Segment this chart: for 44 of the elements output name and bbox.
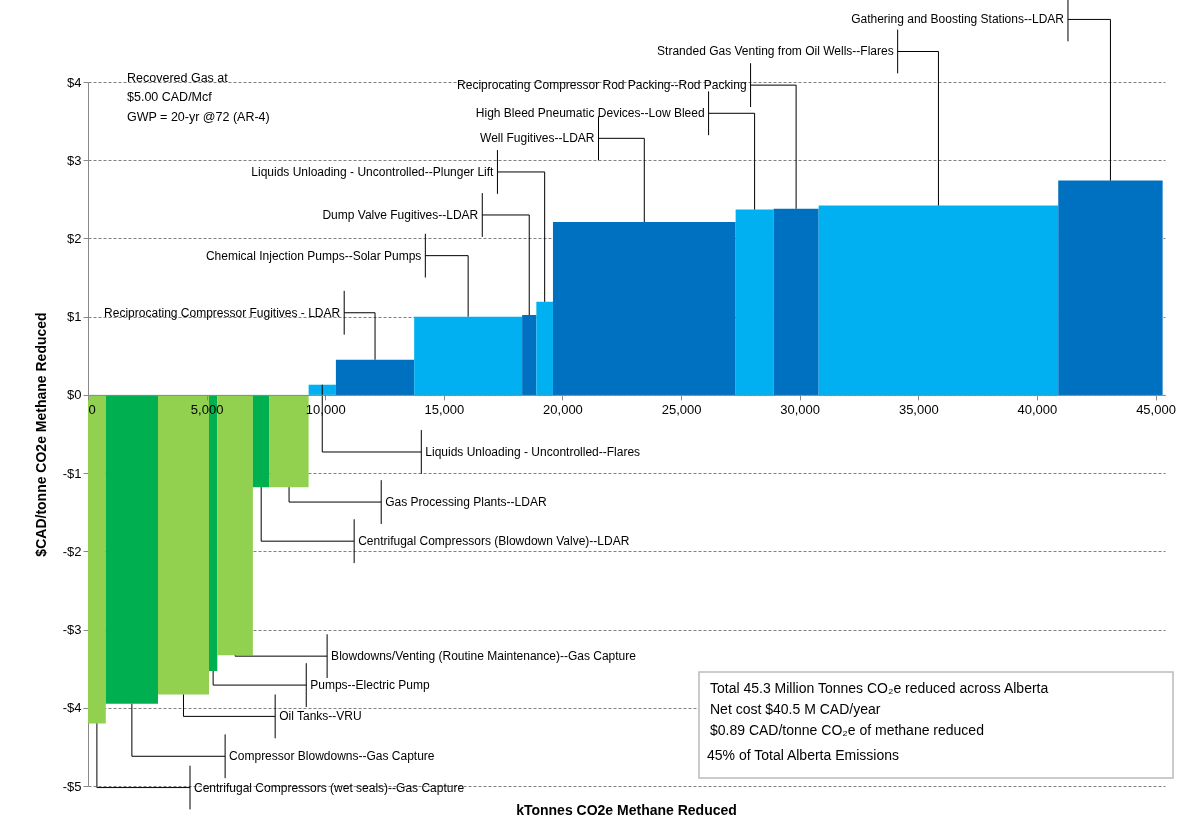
annotation: High Bleed Pneumatic Devices--Low Bleed [475,106,705,121]
y-tick-label: $4 [67,74,82,90]
x-tick-label: 45,000 [1136,402,1176,418]
annotation: Blowdowns/Venting (Routine Maintenance)--Gas Capture [331,649,637,664]
annotation: Oil Tanks--VRU [279,709,362,724]
annotation: Liquids Unloading - Uncontrolled--Plunger Lift [251,164,495,179]
y-tick-label: -$4 [62,700,82,716]
annotation: Chemical Injection Pumps--Solar Pumps [205,248,422,263]
y-tick-label: -$1 [62,465,82,481]
x-tick-label: 0 [88,402,96,418]
y-tick-label: $2 [67,230,82,246]
annotation: Stranded Gas Venting from Oil Wells--Flares [657,44,894,59]
y-tick-label: $0 [67,387,82,403]
x-tick-label: 15,000 [424,402,465,418]
y-tick-label: -$2 [62,543,82,559]
annotation: Recovered Gas at [127,71,229,85]
annotation: Centrifugal Compressors (wet seals)--Gas Capture [194,780,465,795]
y-tick-label: -$3 [62,622,82,638]
annotation: Total 45.3 Million Tonnes CO₂e reduced across Alberta [710,680,1049,696]
y-tick-label: $3 [67,152,82,168]
annotation: Liquids Unloading - Uncontrolled--Flares [425,444,641,459]
x-tick-label: 25,000 [661,402,702,418]
annotation: Gas Processing Plants--LDAR [385,495,547,510]
annotation: $0.89 CAD/tonne CO₂e of methane reduced [710,722,984,738]
annotation: GWP = 20-yr @72 (AR-4) [127,110,270,124]
annotation: Centrifugal Compressors (Blowdown Valve)--LDAR [358,534,630,549]
annotation: Well Fugitives--LDAR [480,131,595,146]
y-tick-label: $1 [67,309,82,325]
annotation: Reciprocating Compressor Rod Packing--Rod Packing [457,78,747,93]
x-tick-label: 20,000 [543,402,583,418]
annotation: 45% of Total Alberta Emissions [707,747,899,763]
annotation: Gathering and Boosting Stations--LDAR [851,12,1065,27]
x-tick-label: 40,000 [1017,402,1058,418]
annotation: Compressor Blowdowns--Gas Capture [229,749,435,764]
x-axis-title: kTonnes CO2e Methane Reduced [516,801,737,818]
annotation: Dump Valve Fugitives--LDAR [322,207,479,222]
annotation: $5.00 CAD/Mcf [127,90,213,104]
annotation: Reciprocating Compressor Fugitives - LDAR [104,305,341,320]
x-tick-label: 35,000 [898,402,939,418]
annotation: Pumps--Electric Pump [310,678,430,693]
y-axis-title: $CAD/tonne CO2e Methane Reduced [32,312,49,557]
y-tick-label: -$5 [62,778,82,794]
annotation: Net cost $40.5 M CAD/year [710,701,881,717]
x-tick-label: 30,000 [780,402,821,418]
